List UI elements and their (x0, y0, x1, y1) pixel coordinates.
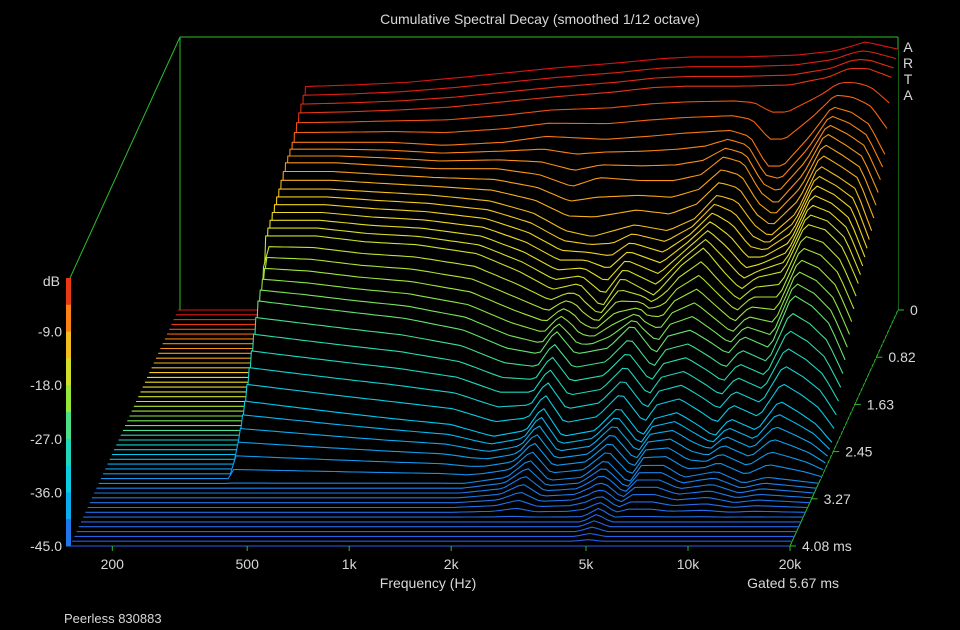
box-left-diagonal (69, 36, 181, 279)
x-tick-label: 20k (779, 556, 803, 572)
decay-slice-line (83, 507, 804, 518)
x-tick-label: 1k (342, 556, 358, 572)
time-axis-ticks: 0 0.82 1.63 2.45 3.27 4.08 ms (790, 302, 918, 554)
time-tick-label: 0.82 (888, 349, 915, 365)
decay-slice-line (116, 366, 837, 446)
color-scale-segment (66, 519, 71, 547)
decay-slice-line (96, 468, 817, 489)
decay-slice-line (94, 475, 815, 494)
footer-device-name: Peerless 830883 (64, 611, 162, 626)
x-tick-label: 2k (444, 556, 460, 572)
z-tick-label: -36.0 (30, 484, 62, 500)
color-scale-segment (66, 331, 71, 359)
decay-slice-line (98, 460, 819, 484)
color-scale-segment (66, 438, 71, 467)
x-tick-label: 200 (101, 556, 125, 572)
color-scale-segment (66, 358, 71, 386)
decay-slice-line (76, 526, 797, 533)
decay-slice-line (105, 434, 826, 470)
z-tick-label: -27.0 (30, 431, 62, 447)
decay-slice-line (87, 496, 808, 509)
color-scale-segment (66, 412, 71, 440)
brand-letter: A (903, 39, 913, 55)
time-tick-label: 4.08 ms (802, 538, 852, 554)
db-color-scale (66, 278, 71, 547)
decay-slice-line (109, 414, 831, 460)
brand-letter: T (904, 71, 913, 87)
decay-slice-line (103, 442, 824, 475)
brand-letter: A (903, 87, 913, 103)
decay-slice-fill (87, 496, 808, 508)
decay-slice-line (107, 425, 828, 465)
decay-slice-line (114, 383, 835, 451)
x-tick-label: 500 (236, 556, 260, 572)
x-tick-label: 10k (677, 556, 701, 572)
color-scale-segment (66, 278, 71, 306)
decay-slice-line (100, 451, 822, 480)
z-axis-label: dB (43, 273, 60, 289)
box-right-diagonal (789, 309, 899, 547)
z-tick-label: -9.0 (38, 324, 62, 340)
time-tick-label: 2.45 (845, 444, 872, 460)
gating-label: Gated 5.67 ms (747, 575, 839, 591)
color-scale-segment (66, 492, 71, 520)
decay-slice-line (72, 539, 793, 542)
decay-slice-line (78, 520, 799, 528)
x-tick-label: 5k (579, 556, 595, 572)
decay-slice-line (111, 400, 833, 456)
time-tick-label: 3.27 (824, 491, 851, 507)
color-scale-segment (66, 385, 71, 413)
chart-title: Cumulative Spectral Decay (smoothed 1/12… (380, 11, 700, 27)
decay-slice-line (85, 502, 806, 513)
brand-letter: R (903, 55, 913, 71)
z-tick-label: -45.0 (30, 538, 62, 554)
decay-slice-line (74, 532, 795, 537)
z-axis-ticks: -9.0 -18.0 -27.0 -36.0 -45.0 (30, 324, 62, 554)
z-tick-label: -18.0 (30, 377, 62, 393)
decay-slices (70, 41, 899, 547)
decay-slice-line (81, 514, 801, 523)
decay-slice-fill (89, 490, 810, 504)
time-tick-label: 0 (910, 302, 918, 318)
color-scale-segment (66, 465, 71, 493)
decay-slice-fill (81, 514, 801, 523)
time-tick-label: 1.63 (867, 396, 894, 412)
decay-slice-line (89, 489, 810, 504)
x-axis-label: Frequency (Hz) (380, 575, 476, 591)
x-axis-ticks: 200 500 1k 2k 5k 10k 20k (101, 546, 803, 572)
color-scale-segment (66, 304, 71, 333)
decay-slice-line (92, 482, 813, 499)
